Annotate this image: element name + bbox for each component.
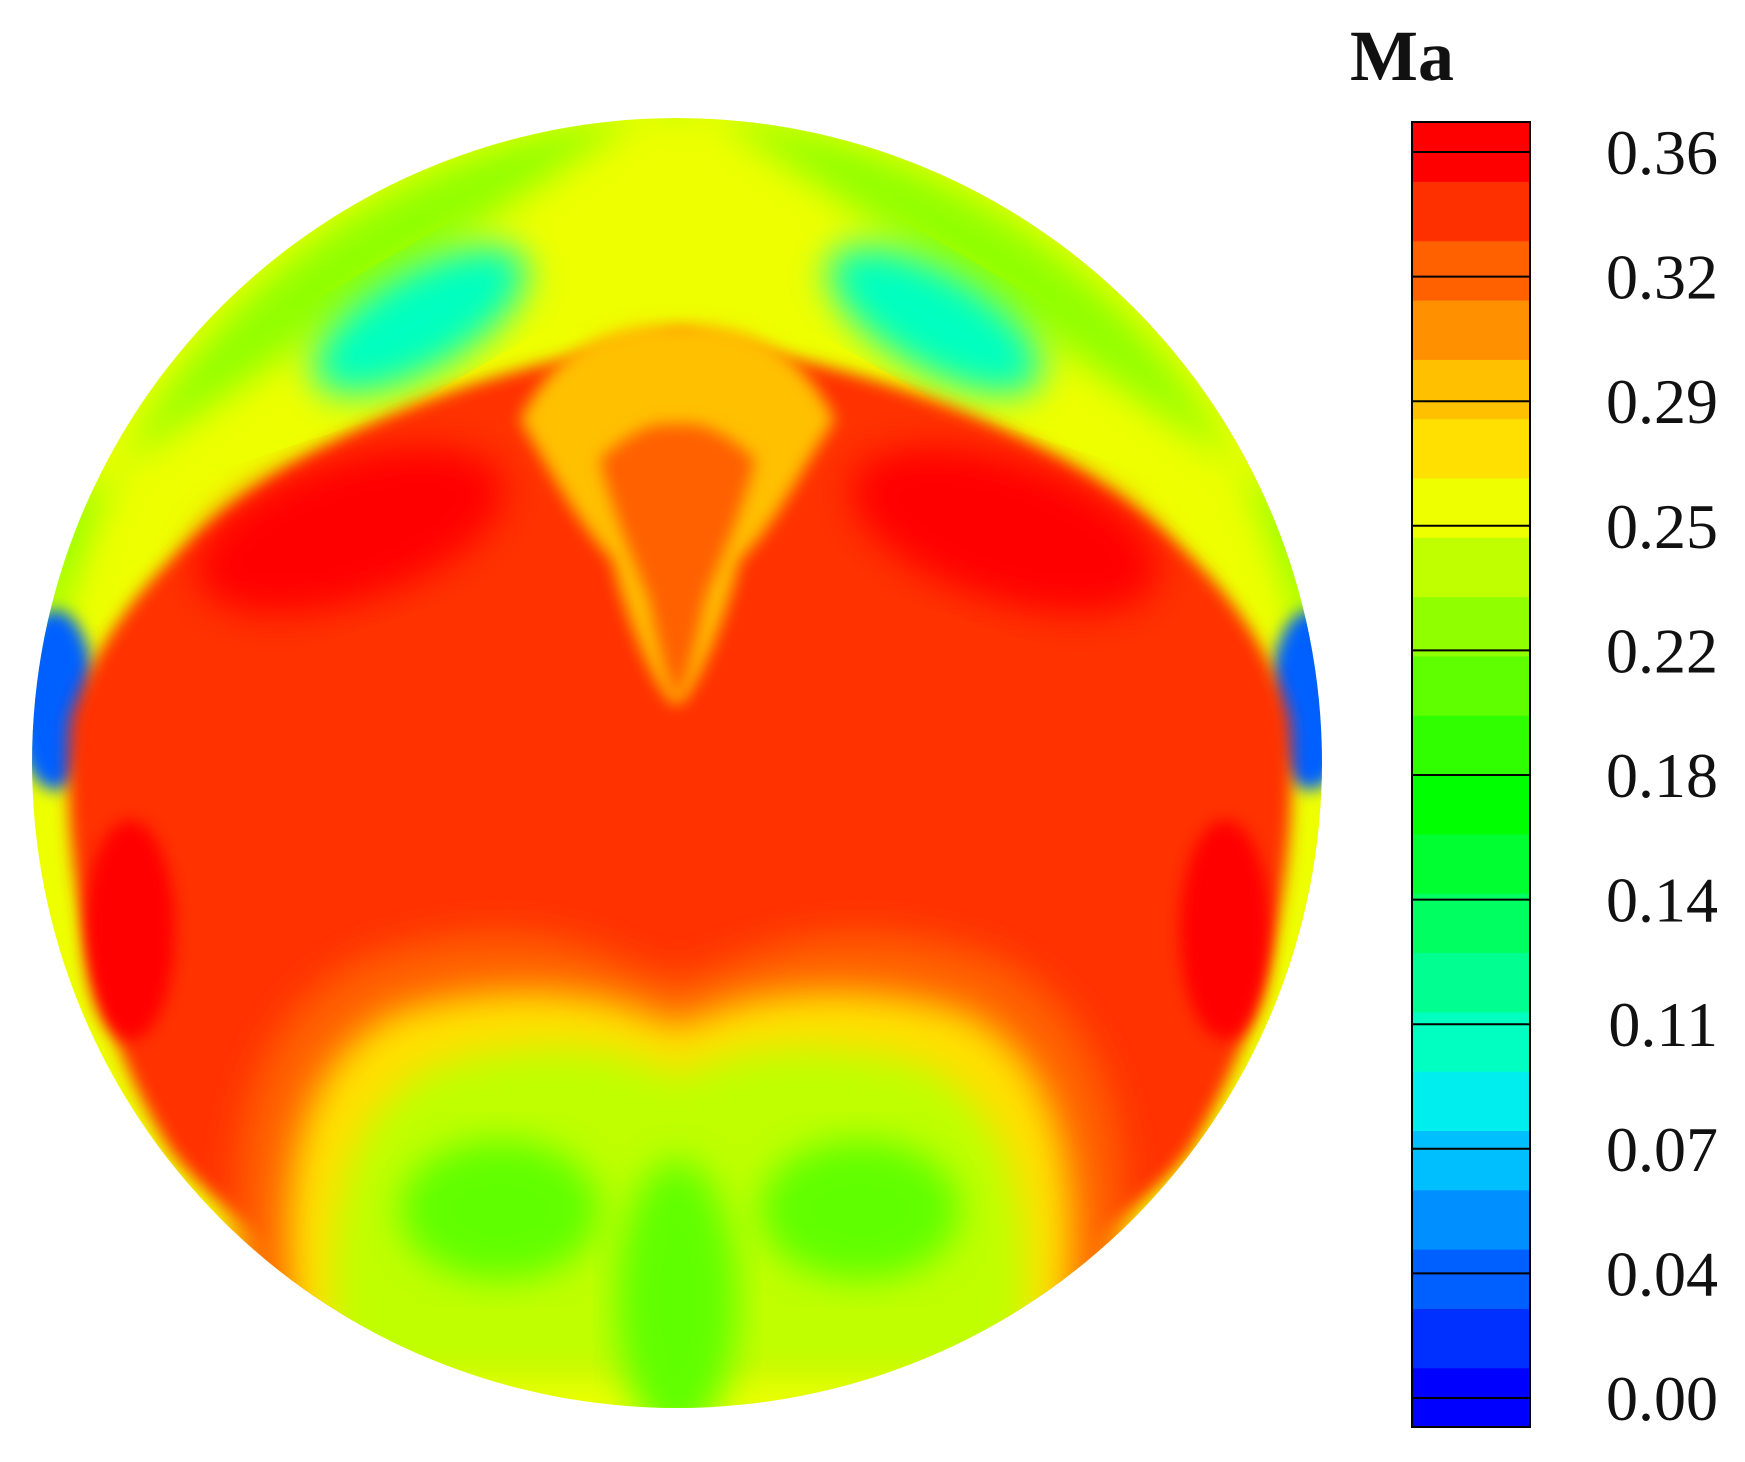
colorbar-tick-label: 0.22 [1606, 615, 1718, 686]
contour-region-upper-rim-band [40, 118, 1320, 760]
colorbar-tick-label: 0.32 [1606, 242, 1718, 313]
contour-region-right-side-peak [1180, 820, 1270, 1040]
colorbar-swatch [1412, 240, 1530, 301]
colorbar-swatch [1412, 537, 1530, 598]
contour-region-top-center-jet-inner [600, 423, 755, 700]
colorbar-swatch [1412, 1308, 1530, 1369]
colorbar-swatch [1412, 1189, 1530, 1250]
colorbar-swatch [1412, 715, 1530, 776]
colorbar-swatch [1412, 596, 1530, 657]
colorbar-swatch [1412, 299, 1530, 360]
contour-field [32, 118, 1322, 1408]
colorbar-swatch [1412, 1249, 1530, 1309]
colorbar-swatch [1412, 477, 1530, 538]
colorbar-swatch [1412, 833, 1530, 894]
colorbar-swatch [1412, 655, 1530, 716]
colorbar-swatch [1412, 1130, 1530, 1191]
colorbar-swatch [1412, 774, 1530, 835]
contour-region-lower-right-vortex [760, 1140, 960, 1280]
colorbar-ticks: 0.36 0.32 0.29 0.25 0.22 0.18 0.14 0.11 0.07 0.04… [1412, 117, 1718, 1434]
contour-region-lower-left-vortex [400, 1140, 600, 1280]
colorbar-swatch [1412, 952, 1530, 1013]
colorbar-tick-label: 0.07 [1606, 1114, 1718, 1185]
colorbar-tick-label: 0.18 [1606, 740, 1718, 811]
contour-region-upper-left-peak [196, 447, 504, 613]
colorbar-swatch [1412, 1071, 1530, 1132]
colorbar-swatch [1412, 181, 1530, 242]
colorbar-title: Ma [1350, 16, 1454, 96]
colorbar-swatch [1412, 1011, 1530, 1072]
colorbar-tick-label: 0.36 [1606, 117, 1718, 188]
contour-region-upper-right-peak [851, 447, 1159, 613]
colorbar-tick-label: 0.25 [1606, 491, 1718, 562]
contour-region-upper-right-lobe [828, 246, 1042, 394]
colorbar-tick-label: 0.14 [1606, 865, 1718, 936]
contour-region-upper-left-lobe [313, 246, 527, 394]
colorbar-tick-label: 0.04 [1606, 1238, 1718, 1309]
colorbar-swatch [1412, 893, 1530, 954]
colorbar-tick-label: 0.00 [1606, 1363, 1718, 1434]
colorbar-swatch [1412, 359, 1530, 420]
colorbar-swatch [1412, 418, 1530, 479]
contour-region-bottom-center-low [617, 1160, 737, 1408]
colorbar-tick-label: 0.29 [1606, 366, 1718, 437]
colorbar-tick-label: 0.11 [1608, 989, 1718, 1060]
contour-region-left-side-peak [85, 820, 175, 1040]
